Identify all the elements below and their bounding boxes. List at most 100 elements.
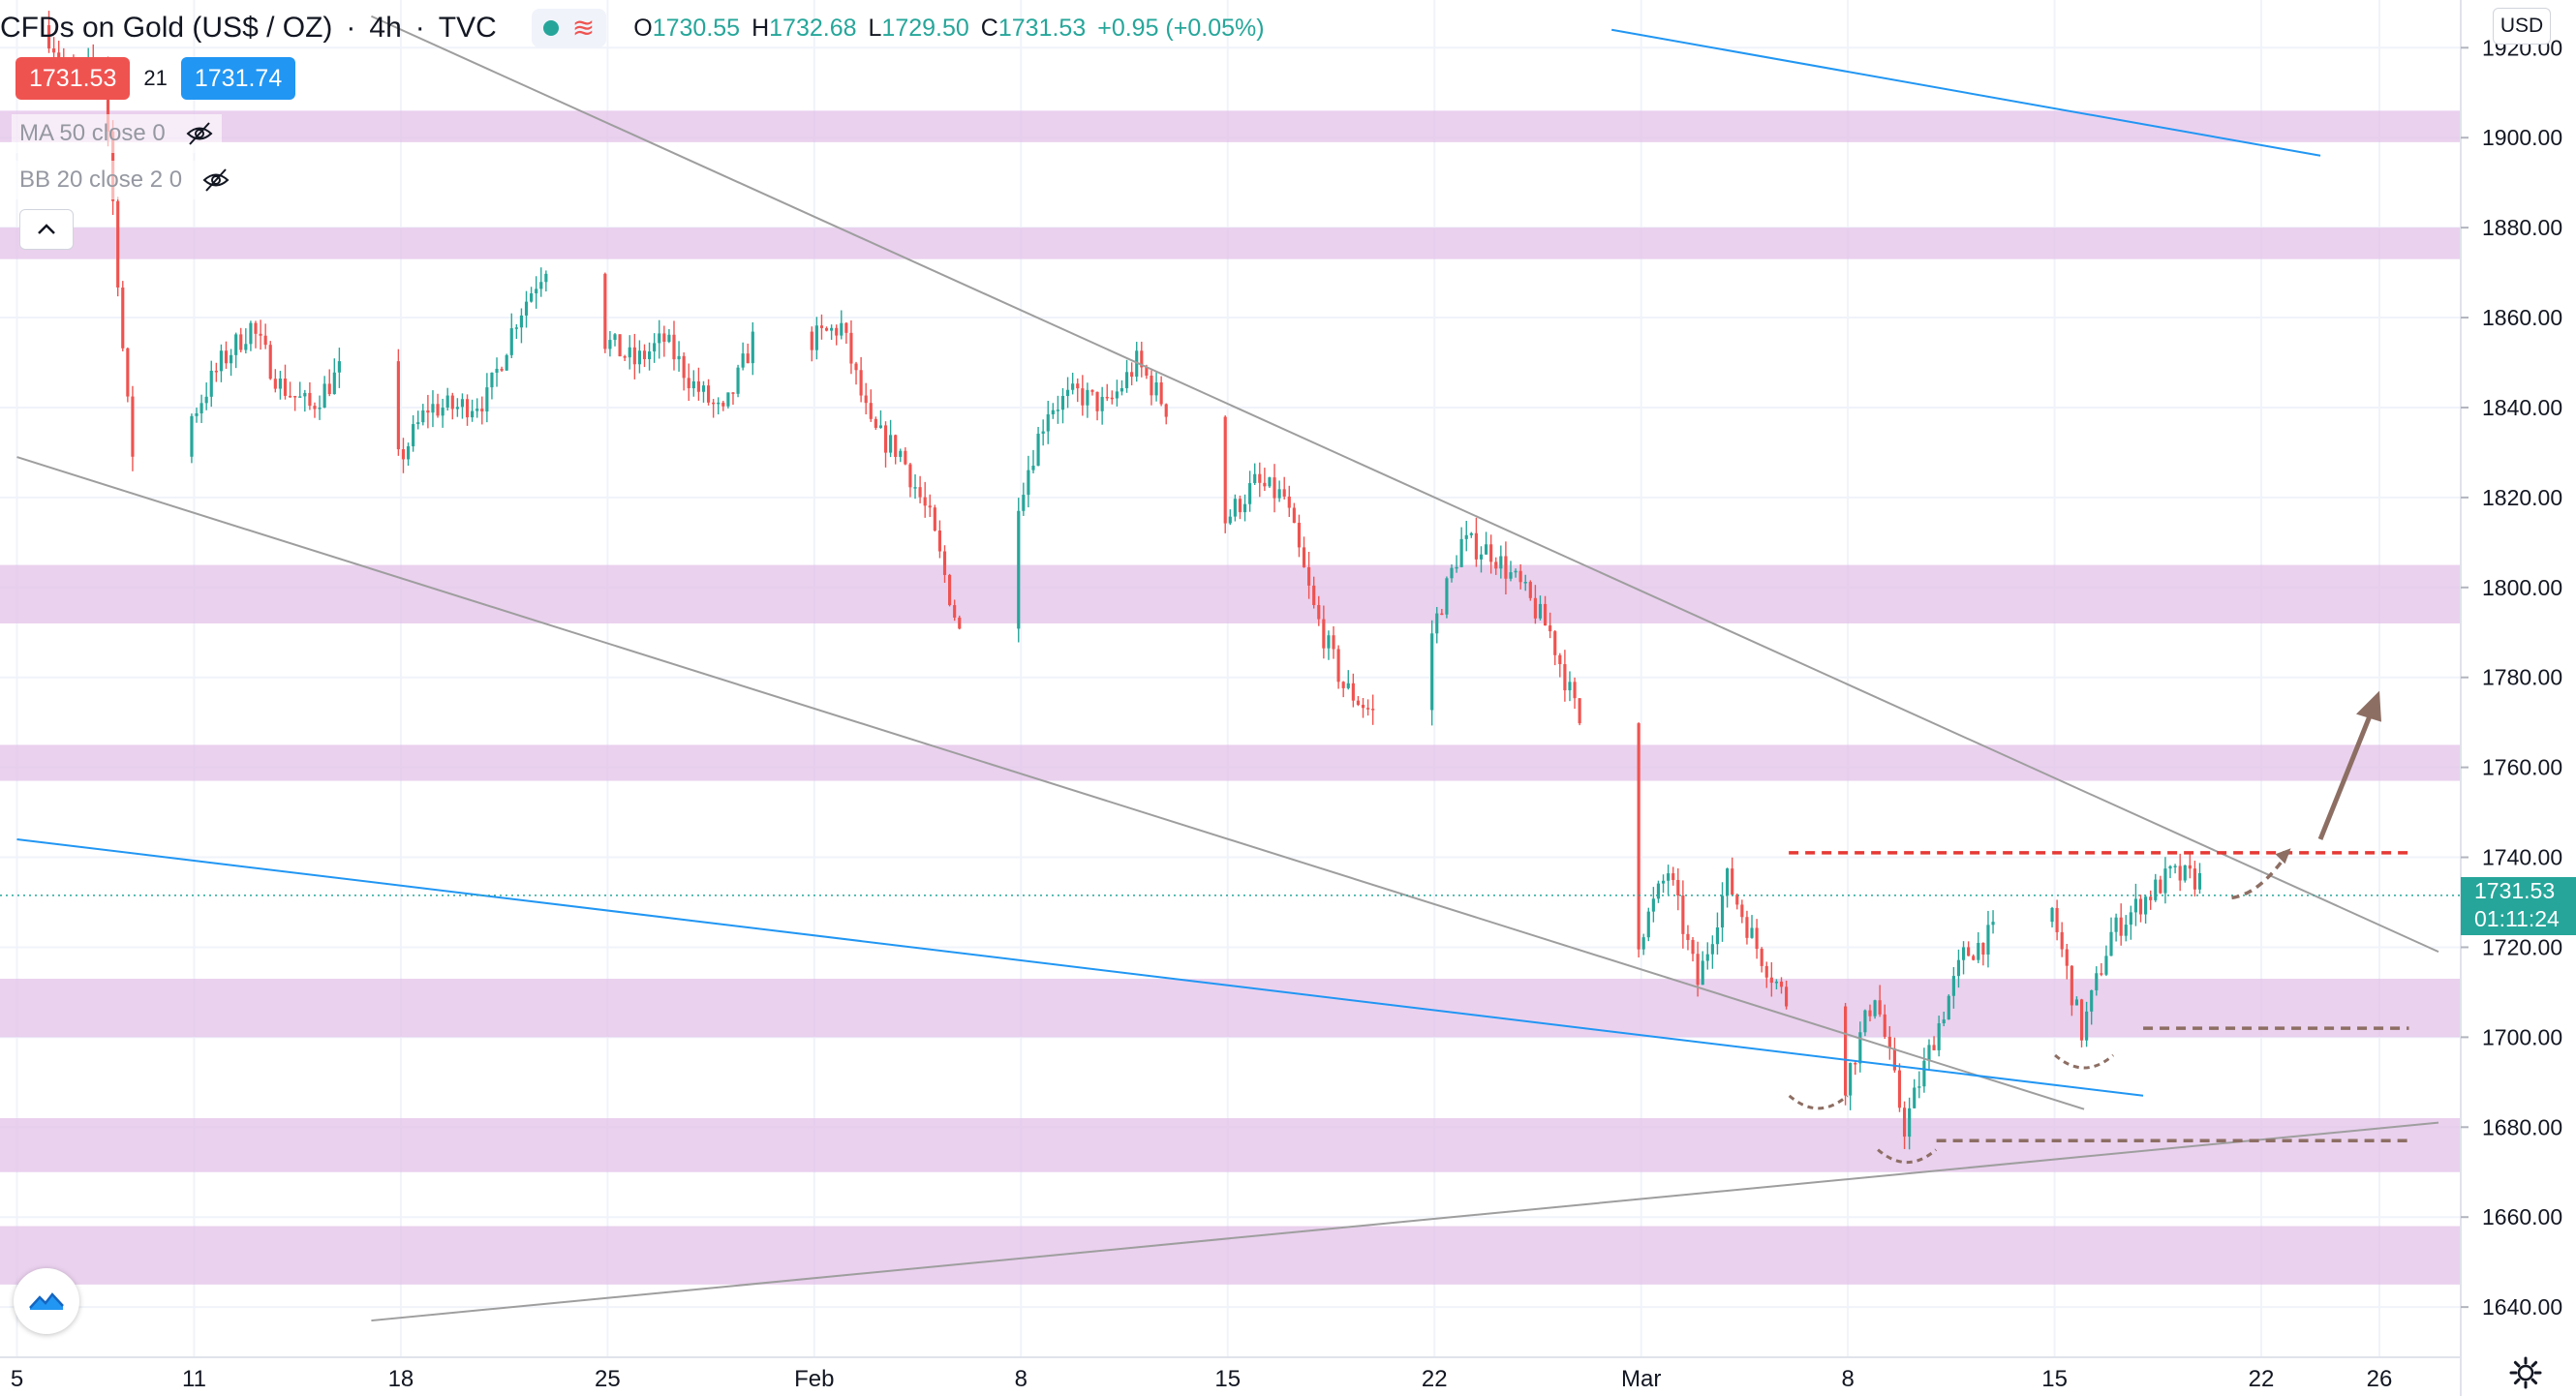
gear-icon[interactable] [2508,1355,2543,1390]
candle-down [937,531,942,552]
candle-down [1932,1045,1936,1050]
candle-up [1268,477,1272,487]
candle-down [894,435,898,457]
candle-down [1090,389,1094,392]
candle-up [677,355,681,360]
candle-down [308,392,312,407]
candle-down [500,368,504,371]
eye-off-icon[interactable] [185,119,214,148]
candle-up [653,343,657,352]
target-arrow-shaft [2317,705,2377,840]
price-zone [0,564,2461,623]
wave-icon: ≋ [571,13,596,43]
candle-up [332,372,336,395]
candle-up [613,334,617,341]
buy-price-button[interactable]: 1731.74 [180,57,296,100]
candle-up [691,380,695,389]
candle-up [303,392,307,397]
candle-up [1710,944,1714,955]
candle-up [1646,911,1650,938]
candle-down [1637,723,1641,950]
candle-down [268,345,272,379]
price-zone [0,978,2461,1038]
eye-off-icon[interactable] [201,166,230,195]
y-tick-label: 1720.00 [2482,934,2562,959]
candle-up [1100,396,1104,411]
exchange-label: TVC [438,12,497,44]
market-status-pill[interactable]: ≋ [531,9,607,47]
candle-up [1135,350,1139,378]
x-tick-label: Feb [794,1366,834,1392]
candle-down [1533,597,1537,619]
indicator-ma[interactable]: MA 50 close 0 [12,114,222,153]
time-scale[interactable]: 5 11 18 25 Feb 8 15 22 Mar 8 15 22 26 [11,1366,2393,1392]
collapse-legend-button[interactable] [19,209,74,250]
candle-down [1302,547,1306,567]
tradingview-logo[interactable] [14,1268,79,1334]
bottom-arc [1788,1094,1849,1110]
candle-up [1445,578,1449,615]
candle-down [1076,383,1080,389]
candle-down [687,378,690,389]
trend-line [371,15,2439,954]
candle-down [849,332,853,364]
symbol-title[interactable]: CFDs on Gold (US$ / OZ) [0,12,333,44]
candle-up [1913,1087,1917,1108]
candle-up [539,282,543,289]
candle-down [696,380,700,392]
candle-up [2183,865,2187,881]
candle-down [1223,416,1227,524]
candle-down [928,505,932,508]
candle-down [259,333,262,336]
candle-down [948,574,952,606]
candle-down [844,322,848,333]
candle-down [662,333,666,342]
candle-down [1892,1047,1896,1071]
candle-down [131,396,135,457]
trend-line [16,456,2085,1110]
candle-up [1479,554,1484,560]
x-tick-label: 15 [2041,1366,2068,1392]
x-tick-label: 18 [388,1366,414,1392]
candle-down [1140,350,1144,368]
candle-up [814,325,818,350]
candle-down [52,48,56,53]
candle-down [224,350,229,364]
candle-down [706,385,711,403]
candle-down [1528,582,1532,598]
candle-up [1036,433,1040,467]
candle-down [1159,382,1163,405]
market-open-dot-icon [542,20,559,36]
y-tick-label: 1780.00 [2482,665,2562,690]
candle-down [1686,933,1690,940]
interval-label[interactable]: 4h [369,12,402,44]
candle-down [1322,619,1326,649]
candle-down [1307,566,1311,586]
candle-up [1060,396,1065,410]
candle-down [618,334,622,357]
candle-up [830,327,834,331]
candle-up [1977,942,1980,960]
candle-up [322,383,326,409]
candle-up [1484,544,1488,555]
candle-down [1878,1000,1882,1015]
chevron-up-icon [38,224,55,234]
price-zone [0,1226,2461,1285]
price-scale[interactable]: 1640.00 1660.00 1680.00 1700.00 1720.00 1740.… [2461,35,2562,1320]
candle-down [2138,898,2143,915]
currency-label[interactable]: USD [2493,8,2551,45]
sell-price-button[interactable]: 1731.53 [15,57,131,100]
candle-down [1356,700,1361,706]
candle-up [1774,981,1779,984]
candle-down [1745,917,1749,938]
candle-down [1779,981,1784,987]
indicator-bb[interactable]: BB 20 close 2 0 [12,161,239,199]
trend-line [371,1121,2439,1322]
candle-up [445,395,449,409]
candle-up [412,424,415,446]
candle-up [840,322,843,336]
current-price-value: 1731.53 [2474,878,2556,903]
candle-up [717,402,721,405]
candle-up [441,408,445,416]
